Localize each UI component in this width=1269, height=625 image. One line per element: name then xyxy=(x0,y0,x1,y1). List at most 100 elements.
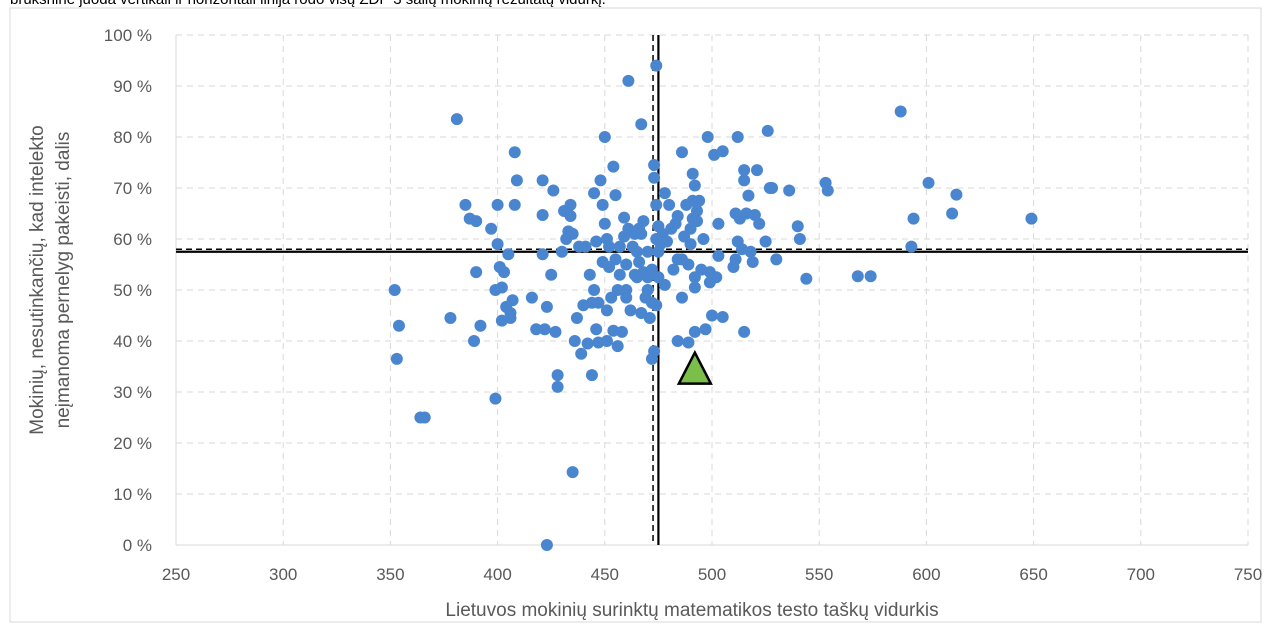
x-tick-label: 250 xyxy=(162,565,190,584)
data-point xyxy=(682,336,695,349)
data-point xyxy=(660,235,673,248)
data-point xyxy=(800,272,813,285)
data-point xyxy=(540,300,553,313)
data-point xyxy=(658,187,671,200)
data-point xyxy=(390,352,403,365)
data-point xyxy=(392,319,405,332)
y-axis-title-line-1: Mokinių, nesutinkančių, kad intelekto xyxy=(27,125,48,434)
data-point xyxy=(588,284,601,296)
data-point xyxy=(495,281,508,294)
y-tick-label: 90 % xyxy=(113,77,152,96)
y-tick-label: 50 % xyxy=(113,281,152,300)
data-point xyxy=(675,146,688,159)
data-point xyxy=(821,184,834,197)
data-point xyxy=(530,323,543,336)
data-point xyxy=(603,240,616,253)
data-point xyxy=(688,281,701,294)
x-tick-label: 500 xyxy=(698,565,726,584)
data-point xyxy=(688,179,701,192)
x-tick-labels: 250 300 350 400 450 500 550 600 650 700 750 xyxy=(162,565,1262,584)
x-axis-title: Lietuvos mokinių surinktų matematikos te… xyxy=(445,600,938,621)
data-point xyxy=(633,255,646,268)
data-point xyxy=(746,255,759,268)
data-point xyxy=(566,227,579,240)
data-point xyxy=(738,325,751,338)
data-point xyxy=(594,174,607,187)
chart-border xyxy=(9,7,1262,623)
data-point xyxy=(742,189,755,202)
data-point xyxy=(474,319,487,332)
data-point xyxy=(568,335,581,347)
data-point xyxy=(650,299,663,312)
y-tick-label: 70 % xyxy=(113,179,152,198)
x-tick-label: 550 xyxy=(805,565,833,584)
data-point xyxy=(468,335,481,347)
data-point xyxy=(922,176,935,189)
data-point xyxy=(590,235,603,248)
data-point xyxy=(508,146,521,159)
data-point xyxy=(622,74,635,87)
x-tick-label: 750 xyxy=(1234,565,1262,584)
data-point xyxy=(459,198,472,211)
data-point xyxy=(588,187,601,200)
data-point xyxy=(706,309,718,322)
data-point xyxy=(388,284,401,296)
data-point xyxy=(688,325,701,338)
data-point xyxy=(667,263,680,276)
data-point xyxy=(613,268,626,281)
data-point xyxy=(641,284,654,296)
data-point xyxy=(615,325,628,338)
data-point xyxy=(648,171,661,184)
data-point xyxy=(766,182,779,194)
y-axis-title-line-2: neįmanoma pernelyg pakeisti, dalis xyxy=(53,132,74,429)
data-point xyxy=(547,184,560,197)
data-point xyxy=(716,145,729,158)
data-point xyxy=(579,240,592,253)
data-point xyxy=(551,369,564,382)
data-point xyxy=(648,345,661,358)
data-point xyxy=(699,323,712,336)
data-point xyxy=(682,258,695,271)
data-point xyxy=(491,238,504,251)
data-point xyxy=(650,198,663,211)
data-point xyxy=(738,174,751,187)
data-point xyxy=(590,323,603,336)
data-point xyxy=(738,164,751,177)
data-point xyxy=(658,278,671,291)
data-point xyxy=(770,253,783,266)
data-point xyxy=(418,411,431,424)
data-point xyxy=(504,312,517,325)
x-tick-label: 650 xyxy=(1019,565,1047,584)
x-tick-label: 600 xyxy=(912,565,940,584)
data-point xyxy=(624,304,637,317)
y-tick-label: 30 % xyxy=(113,383,152,402)
data-point xyxy=(570,312,583,325)
data-point xyxy=(697,233,710,245)
data-point xyxy=(491,198,504,211)
x-tick-label: 350 xyxy=(376,565,404,584)
data-point xyxy=(905,240,918,253)
data-point xyxy=(744,245,757,258)
data-point xyxy=(555,245,568,258)
data-point xyxy=(864,270,877,283)
data-point xyxy=(598,131,611,143)
y-tick-label: 0 % xyxy=(123,536,152,555)
y-tick-labels: 0 % 10 % 20 % 30 % 40 % 50 % 60 % 70 % 80 % 90 % 1… xyxy=(104,26,152,555)
data-point xyxy=(545,268,558,281)
data-point xyxy=(592,296,605,309)
data-point xyxy=(613,240,626,253)
data-point xyxy=(716,311,729,324)
data-point xyxy=(1025,212,1038,225)
data-point xyxy=(663,198,676,211)
x-tick-label: 700 xyxy=(1127,565,1155,584)
data-point xyxy=(564,210,577,223)
data-point xyxy=(686,167,699,180)
data-point xyxy=(508,198,521,211)
data-point xyxy=(710,271,723,284)
data-point xyxy=(630,245,643,258)
data-point xyxy=(611,284,624,296)
data-points xyxy=(388,59,1038,551)
y-tick-label: 100 % xyxy=(104,26,152,45)
data-point xyxy=(641,245,654,258)
